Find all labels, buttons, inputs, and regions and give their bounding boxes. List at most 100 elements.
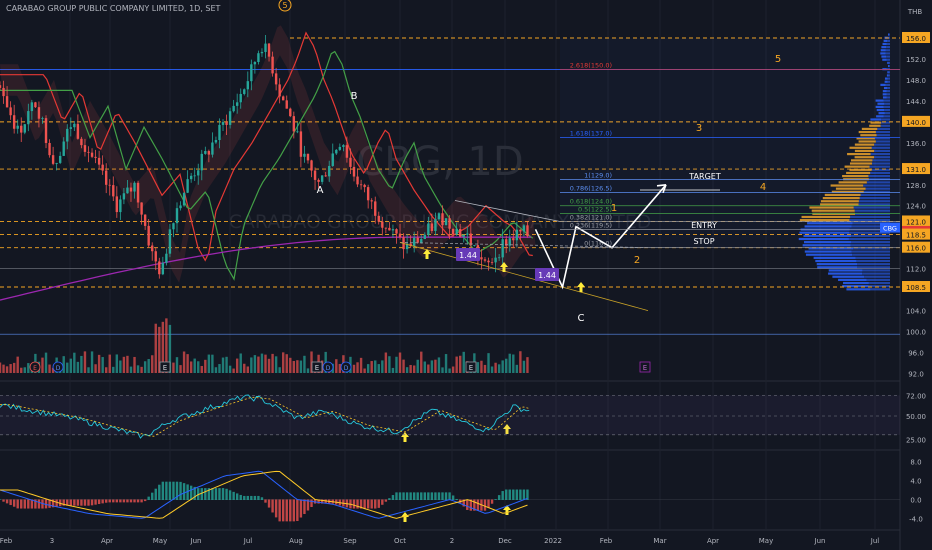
volume-bar — [69, 358, 72, 373]
profile-bar — [856, 259, 890, 263]
profile-bar — [870, 121, 882, 124]
volume-bar — [398, 352, 402, 373]
candle-body — [405, 243, 409, 250]
macd-panel — [0, 470, 900, 522]
profile-bar — [880, 52, 886, 55]
candle-body — [342, 145, 345, 147]
profile-bar — [851, 241, 890, 244]
macd-histogram-bar — [299, 499, 303, 518]
candle-body — [182, 192, 186, 206]
volume-bar — [395, 356, 398, 373]
volume-bar — [221, 357, 225, 373]
profile-bar — [830, 184, 864, 187]
volume-bar — [232, 368, 235, 373]
macd-histogram-bar — [51, 499, 55, 508]
candle-body — [264, 43, 267, 52]
time-tick-12: Feb — [600, 537, 613, 545]
profile-bar — [874, 149, 890, 153]
price-tag-bg — [902, 32, 930, 43]
macd-histogram-bar — [228, 490, 232, 500]
volume-bar — [126, 355, 129, 373]
candle-body — [154, 251, 157, 262]
candle-body — [58, 155, 62, 163]
candle-body — [140, 202, 143, 215]
profile-bar — [888, 74, 890, 77]
candle-body — [391, 229, 395, 231]
profile-bar — [862, 272, 890, 275]
arrow-up-icon — [401, 512, 409, 522]
macd-histogram-bar — [158, 484, 161, 500]
profile-bar — [868, 174, 890, 178]
profile-bar — [874, 143, 890, 146]
macd-histogram-bar — [324, 499, 327, 504]
macd-histogram-bar — [515, 489, 519, 500]
volume-bar — [179, 365, 182, 373]
time-tick-0: Feb — [0, 537, 13, 545]
macd-histogram-bar — [377, 499, 380, 508]
macd-histogram-bar — [420, 492, 423, 500]
macd-histogram-bar — [250, 495, 253, 500]
profile-bar — [838, 278, 867, 281]
arrow-up-icon — [503, 424, 511, 434]
profile-bar — [865, 187, 890, 190]
candle-body — [129, 187, 133, 192]
macd-histogram-bar — [317, 499, 320, 504]
volume-bar — [161, 321, 165, 373]
macd-histogram-bar — [363, 499, 366, 509]
volume-bar — [366, 364, 370, 373]
profile-bar — [886, 42, 890, 46]
profile-bar — [854, 156, 875, 159]
macd-histogram-bar — [448, 492, 451, 500]
macd-histogram-bar — [37, 499, 41, 509]
profile-bar — [846, 288, 871, 291]
rsi-axis[interactable]: 72.00 50.00 25.00 — [906, 392, 926, 444]
macd-histogram-bar — [30, 499, 34, 509]
macd-histogram-bar — [296, 499, 299, 522]
ma-green — [0, 50, 534, 281]
profile-bar — [851, 234, 890, 237]
profile-bar — [884, 108, 890, 112]
candle-body — [289, 108, 292, 117]
candle-body — [338, 146, 342, 150]
volume-bar — [282, 352, 285, 373]
profile-bar — [854, 143, 875, 146]
candle-body — [225, 122, 228, 125]
candle-body — [331, 153, 334, 166]
projection-arrowhead — [656, 183, 667, 194]
candle-body — [76, 123, 80, 139]
price-tag-bg — [902, 281, 930, 292]
macd-axis[interactable]: 8.0 4.0 0.0 -4.0 — [909, 459, 923, 524]
fib-label-5: 0.5(122.5) — [578, 206, 612, 214]
price-tick-8: 124.0 — [906, 203, 926, 211]
profile-bar — [869, 165, 890, 168]
price-axis[interactable]: THB 156.0 152.0 148.0 144.0 140.0 136.0 131.0 1… — [880, 8, 930, 378]
macd-histogram-bar — [172, 481, 175, 500]
price-tag-4: 140.0 — [906, 119, 926, 127]
volume-bar — [211, 354, 214, 373]
volume-bar — [310, 351, 313, 373]
macd-histogram-bar — [359, 499, 363, 509]
currency-label: THB — [907, 8, 923, 16]
macd-histogram-bar — [434, 492, 437, 500]
time-tick-5: Jul — [243, 537, 253, 545]
profile-bar — [864, 275, 890, 278]
price-tick-13: 112.0 — [906, 266, 926, 274]
volume-bar — [73, 352, 76, 373]
time-tick-13: Mar — [653, 537, 666, 545]
price-tick-17: 96.0 — [908, 350, 924, 358]
volume-bar — [83, 351, 87, 373]
profile-bar — [888, 64, 890, 68]
macd-histogram-bar — [522, 489, 526, 500]
volume-bar — [9, 364, 12, 373]
candle-body — [48, 142, 51, 156]
candle-body — [73, 123, 76, 128]
volume-bar — [490, 366, 494, 373]
watermark-symbol: CBG, 1D — [356, 139, 523, 185]
time-axis[interactable]: Feb 3 Apr May Jun Jul Aug Sep Oct 2 Dec 2022 Feb Mar A… — [0, 537, 879, 545]
profile-bar — [887, 77, 890, 80]
volume-bar — [2, 364, 5, 373]
candle-body — [494, 257, 497, 263]
candle-body — [204, 151, 207, 154]
volume-bar — [51, 367, 55, 373]
